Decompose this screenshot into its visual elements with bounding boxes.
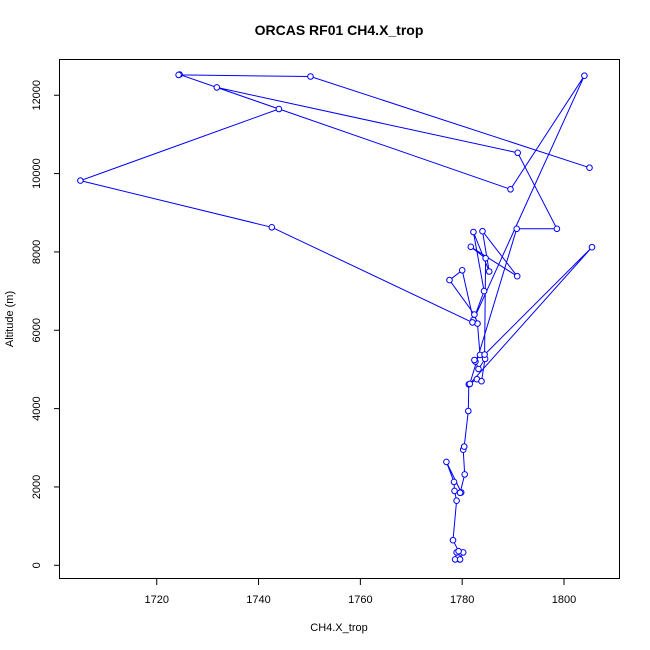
- data-point: [307, 73, 314, 80]
- data-point: [453, 497, 460, 505]
- data-point: [471, 356, 478, 364]
- x-axis-label: CH4.X_trop: [310, 622, 367, 634]
- data-point: [482, 254, 489, 262]
- data-point: [588, 243, 596, 251]
- y-tick-label: 2000: [31, 475, 43, 499]
- y-axis-label: Altitude (m): [4, 291, 16, 347]
- data-point: [465, 407, 472, 415]
- x-tick-label: 1780: [450, 594, 474, 606]
- data-point: [446, 276, 453, 284]
- plot-frame: [59, 59, 620, 579]
- data-point: [467, 243, 475, 251]
- x-tick-label: 1800: [552, 594, 576, 606]
- y-tick-label: 8000: [31, 240, 43, 264]
- x-tick-label: 1740: [246, 594, 270, 606]
- data-point: [471, 311, 478, 318]
- data-point: [213, 84, 221, 91]
- data-point: [456, 556, 464, 563]
- x-tick-label: 1720: [144, 594, 168, 606]
- data-point: [175, 71, 182, 79]
- data-point: [458, 267, 466, 274]
- data-point: [553, 225, 561, 233]
- series-layer: [77, 71, 596, 563]
- data-point: [485, 268, 493, 275]
- data-point: [586, 164, 593, 171]
- data-point: [475, 365, 482, 373]
- data-point: [456, 489, 464, 497]
- x-tick-label: 1760: [348, 594, 372, 606]
- y-tick-label: 12000: [31, 80, 43, 111]
- data-point: [480, 287, 488, 295]
- data-point: [507, 186, 514, 193]
- data-point: [470, 228, 477, 236]
- data-point: [469, 319, 476, 326]
- data-point: [581, 72, 588, 79]
- data-point: [268, 224, 276, 231]
- y-tick-label: 0: [31, 562, 43, 568]
- data-point: [479, 227, 486, 235]
- data-point: [513, 225, 521, 233]
- data-point: [513, 272, 521, 280]
- data-point: [460, 443, 468, 450]
- data-point: [514, 149, 522, 157]
- y-tick-label: 4000: [31, 396, 43, 420]
- data-point: [451, 487, 458, 495]
- data-point: [443, 458, 450, 466]
- y-tick-label: 10000: [31, 158, 43, 189]
- data-point: [455, 547, 462, 555]
- data-point: [77, 177, 84, 184]
- data-point: [461, 471, 469, 478]
- chart-title: ORCAS RF01 CH4.X_trop: [255, 22, 424, 38]
- series-line: [78, 73, 593, 560]
- data-point: [449, 536, 457, 544]
- data-point: [478, 377, 485, 385]
- y-tick-label: 6000: [31, 318, 43, 342]
- x-axis: 1720 1740 1760 1780 1800: [144, 579, 576, 606]
- data-point: [275, 105, 283, 113]
- data-point: [466, 380, 474, 388]
- y-axis: 0 2000 4000 6000 8000 10000 12000: [31, 80, 60, 568]
- data-point: [450, 478, 458, 486]
- data-point: [481, 351, 488, 358]
